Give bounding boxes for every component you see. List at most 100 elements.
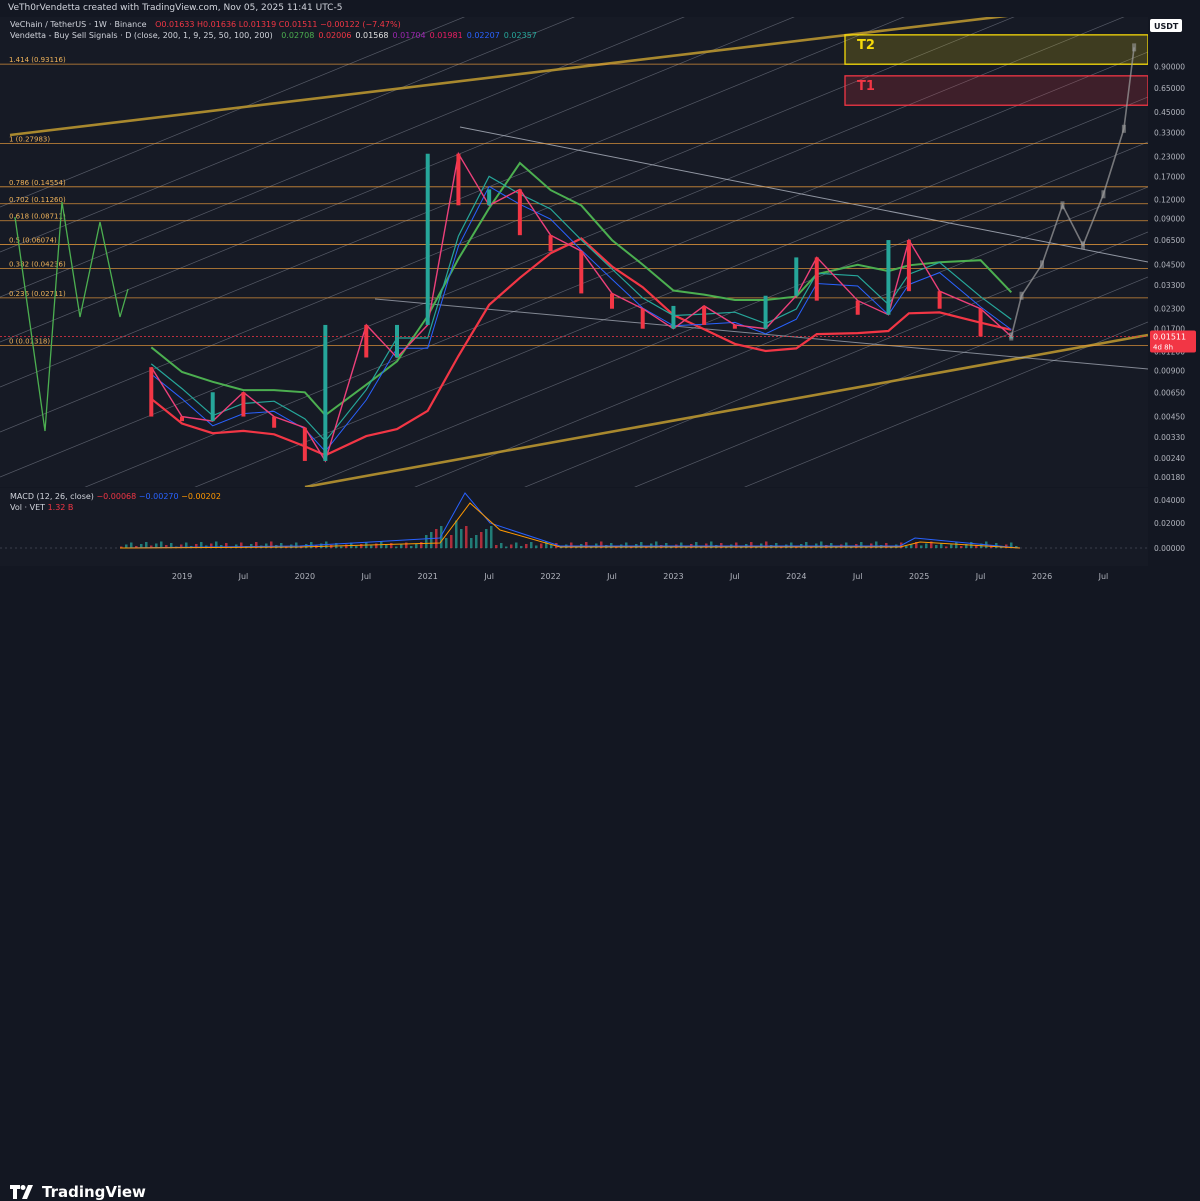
macd-bar: [250, 544, 253, 548]
channel-line: [304, 141, 1148, 487]
macd-bar: [215, 541, 218, 548]
channel-line: [0, 17, 685, 298]
tradingview-logo[interactable]: TradingView: [10, 1183, 146, 1201]
indicator-value: 0.02357: [503, 31, 537, 40]
time-axis[interactable]: 2019 Jul 2020 Jul 2021 Jul 2022 Jul 2023 Jul 2024 J…: [0, 566, 1148, 586]
time-tick: 2026: [1032, 572, 1052, 581]
projection-candle: [1009, 332, 1014, 341]
macd-label[interactable]: MACD (12, 26, close): [10, 492, 94, 501]
macd-bar: [505, 546, 508, 548]
macd-bar: [480, 532, 483, 548]
macd-bar: [570, 542, 573, 548]
fib-label: 1.414 (0.93116): [9, 56, 66, 64]
macd-bar: [460, 529, 463, 548]
fib-label: 0.786 (0.14554): [9, 179, 66, 187]
indicator-value: 0.01568: [355, 31, 389, 40]
macd-bar: [600, 541, 603, 548]
price-candle: [794, 257, 799, 296]
macd-legend: MACD (12, 26, close) −0.00068 −0.00270 −…: [10, 492, 221, 501]
lower-trendline: [304, 333, 1148, 487]
macd-bar: [1010, 542, 1013, 548]
macd-bar: [160, 541, 163, 548]
macd-bar: [495, 545, 498, 548]
price-tick: 0.00450: [1154, 413, 1185, 422]
symbol-name[interactable]: VeChain / TetherUS · 1W · Binance: [10, 20, 147, 29]
time-tick: 2025: [909, 572, 929, 581]
price-tick: 0.00330: [1154, 433, 1185, 442]
price-tick: 0.45000: [1154, 108, 1185, 117]
macd-bar: [695, 542, 698, 548]
price-candle: [906, 240, 911, 292]
time-tick: Jul: [852, 572, 863, 581]
macd-bar: [845, 542, 848, 548]
macd-bar: [130, 542, 133, 548]
time-tick: Jul: [483, 572, 494, 581]
macd-bar: [905, 546, 908, 548]
macd-bar: [640, 542, 643, 548]
macd-bar: [515, 542, 518, 548]
macd-bar: [540, 543, 543, 548]
macd-bar: [320, 543, 323, 548]
price-candle: [548, 235, 553, 252]
macd-signal-line: [119, 502, 1021, 549]
macd-svg: [0, 492, 1148, 549]
channel-line: [414, 186, 1148, 487]
price-tick: 0.23000: [1154, 153, 1185, 162]
fib-label: 0 (0.01318): [9, 338, 50, 346]
volume-label[interactable]: Vol · VET: [10, 503, 46, 512]
ma-green-line: [150, 161, 1013, 417]
macd-bar: [410, 546, 413, 548]
macd-bar: [450, 535, 453, 548]
price-candle: [855, 300, 860, 315]
upper-trendline: [9, 17, 1009, 137]
macd-bar: [930, 541, 933, 548]
macd-bar: [920, 545, 923, 548]
price-tick: 0.04500: [1154, 260, 1185, 269]
projection-candle: [1040, 260, 1044, 269]
time-tick: 2021: [418, 572, 438, 581]
price-candle: [456, 153, 461, 206]
indicator-zigzag: [14, 201, 129, 432]
macd-value: −0.00068: [96, 492, 137, 501]
price-candle: [487, 189, 492, 206]
ma-blue-line: [150, 185, 1012, 453]
macd-bar: [735, 542, 738, 548]
macd-bar: [355, 546, 358, 548]
last-price-badge: [1150, 330, 1196, 353]
channel-line: [84, 51, 1148, 487]
price-chart-svg[interactable]: 1.414 (0.93116) 1 (0.27983) 0.786 (0.14554…: [0, 17, 1148, 487]
macd-bar: [295, 542, 298, 548]
price-axis[interactable]: 0.90000 0.65000 0.45000 0.33000 0.23000 0.170…: [1148, 17, 1200, 487]
author-bar: VeTh0rVendetta created with TradingView.…: [0, 0, 1200, 17]
macd-line: [119, 492, 1021, 549]
macd-bar: [440, 526, 443, 548]
macd-bar: [200, 542, 203, 548]
macd-bar: [955, 542, 958, 548]
macd-axis-svg: 0.04000 0.02000 0.00000: [1154, 496, 1185, 553]
macd-bar: [455, 520, 458, 548]
currency-badge: [1150, 19, 1182, 32]
price-tick: 0.12000: [1154, 196, 1185, 205]
macd-tick: 0.04000: [1154, 496, 1185, 505]
price-candle: [702, 305, 707, 325]
volume-legend: Vol · VET 1.32 B: [10, 503, 73, 512]
channel-line: [0, 17, 905, 388]
macd-bar: [935, 545, 938, 548]
macd-bar: [430, 532, 433, 548]
indicator-name[interactable]: Vendetta - Buy Sell Signals · D (close, …: [10, 31, 273, 40]
macd-bar: [210, 543, 213, 548]
price-tick: 0.90000: [1154, 62, 1185, 71]
main-chart[interactable]: 1.414 (0.93116) 1 (0.27983) 0.786 (0.14554…: [0, 17, 1148, 487]
macd-bar: [875, 541, 878, 548]
price-candle: [395, 324, 399, 358]
macd-bar: [270, 541, 273, 548]
macd-bar: [545, 541, 548, 548]
price-candle: [364, 324, 369, 358]
footer: TradingView: [0, 586, 1200, 1201]
macd-bar: [140, 544, 143, 548]
macd-bar: [165, 545, 168, 548]
macd-bar: [225, 543, 228, 548]
macd-bar: [710, 541, 713, 548]
projection-line: [1010, 47, 1135, 337]
macd-pane[interactable]: MACD (12, 26, close) −0.00068 −0.00270 −…: [0, 488, 1148, 566]
